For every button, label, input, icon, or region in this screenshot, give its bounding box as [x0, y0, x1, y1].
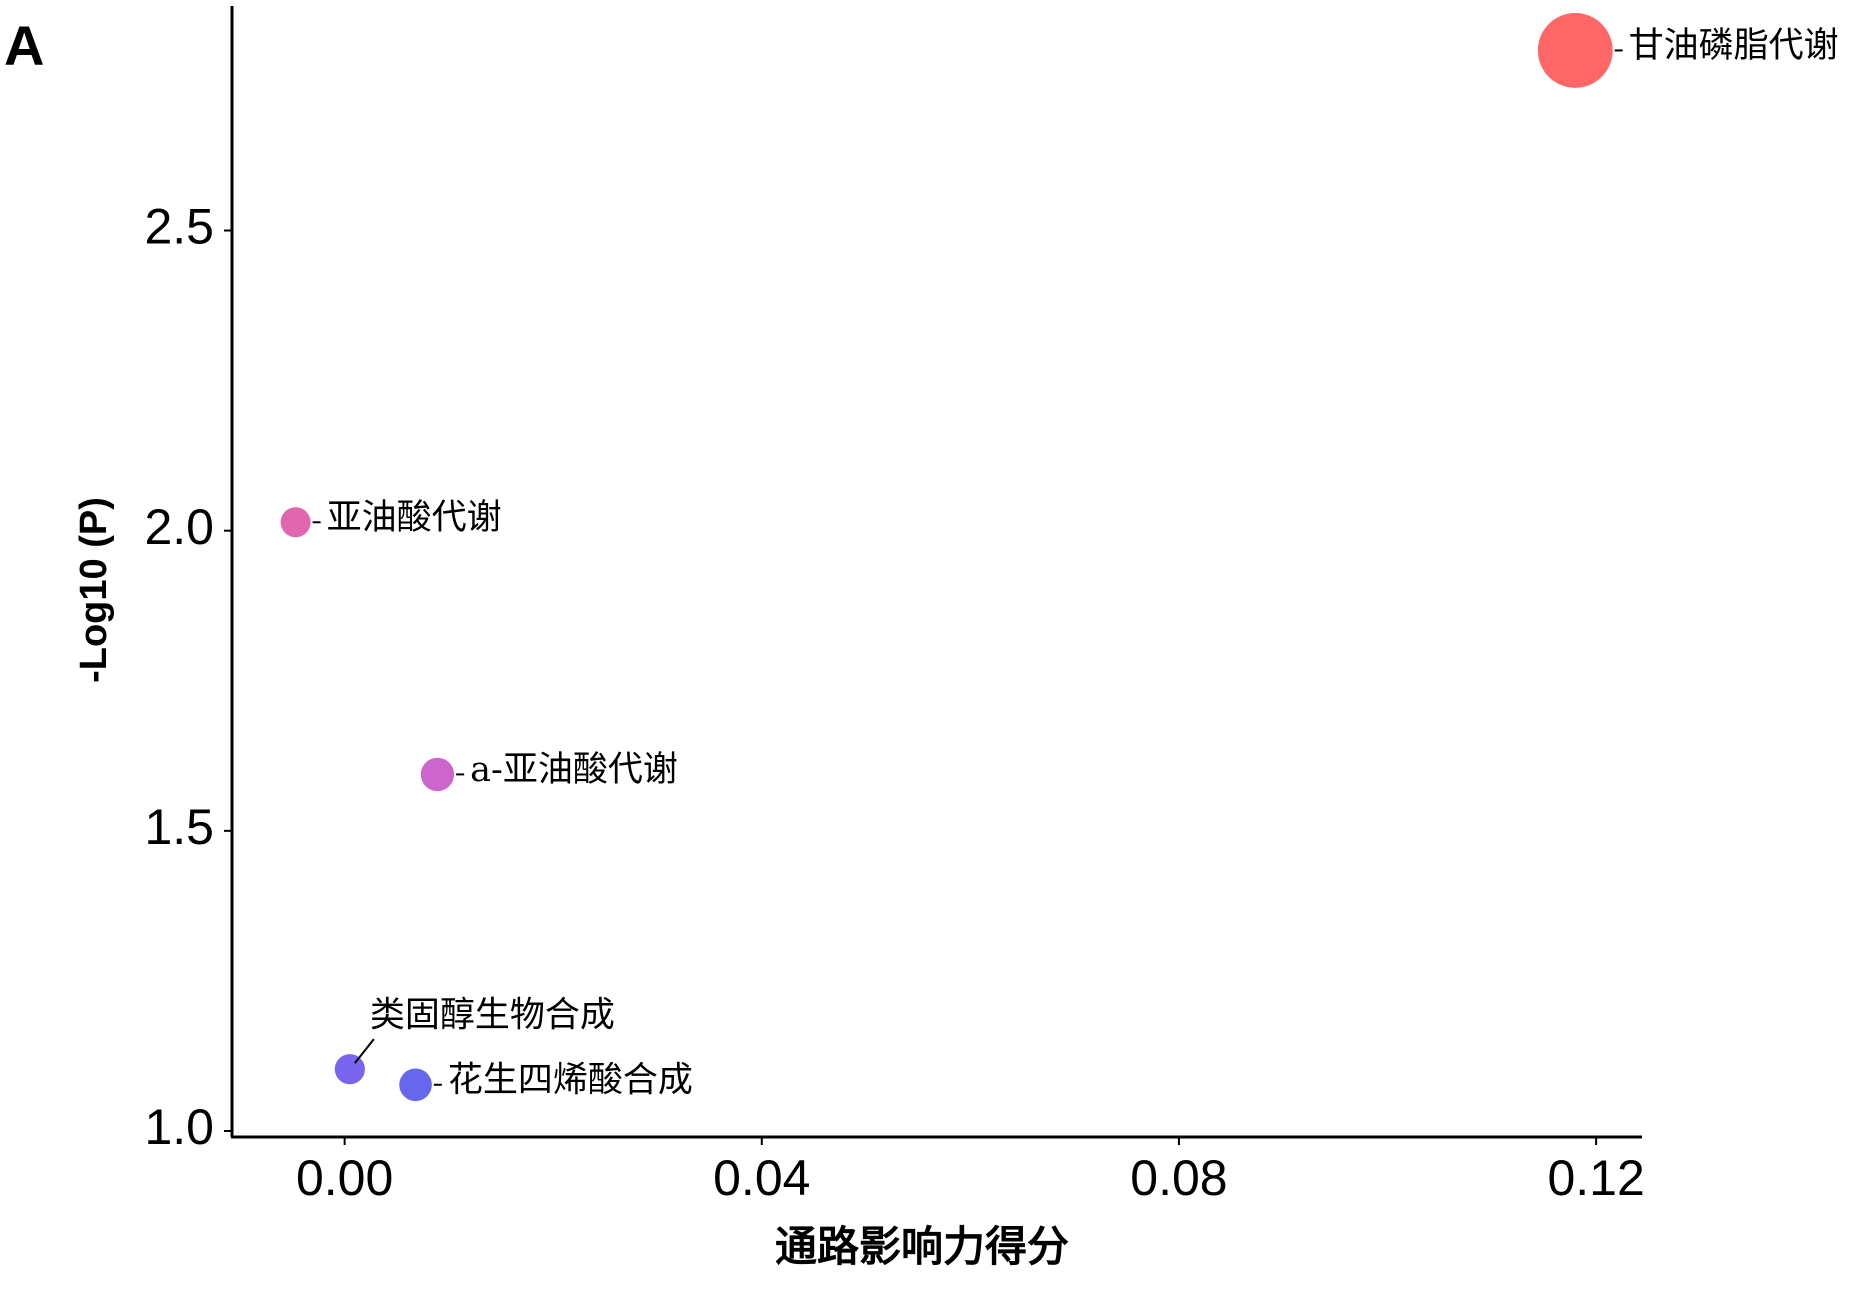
point-label: 花生四烯酸合成 [448, 1060, 693, 1100]
leader-line [354, 1038, 375, 1064]
point [399, 1068, 432, 1102]
point-label: a-亚油酸代谢 [470, 750, 678, 790]
y-tick-label: 1.5 [144, 799, 214, 855]
panel-label: A [4, 14, 44, 77]
x-axis-title: 通路影响力得分 [775, 1223, 1069, 1270]
point [334, 1054, 365, 1085]
point [1537, 13, 1613, 88]
x-tick-label: 0.00 [296, 1150, 393, 1206]
y-tick-label: 2.5 [144, 199, 214, 255]
y-tick-label: 2.0 [144, 499, 214, 555]
point-label: 亚油酸代谢 [327, 498, 502, 538]
point [420, 757, 455, 792]
x-tick-label: 0.12 [1547, 1150, 1644, 1206]
point [280, 507, 311, 538]
point-label: 甘油磷脂代谢 [1629, 26, 1839, 66]
y-tick-label: 1.0 [144, 1099, 214, 1155]
x-tick-label: 0.08 [1130, 1150, 1227, 1206]
y-axis-title: -Log10 (P) [73, 497, 115, 683]
x-tick-label: 0.04 [713, 1150, 810, 1206]
point-label: 类固醇生物合成 [370, 996, 615, 1036]
